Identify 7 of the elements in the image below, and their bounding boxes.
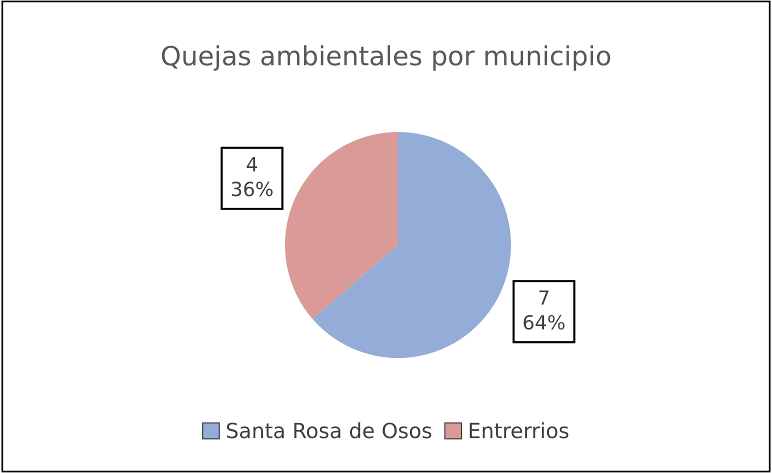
data-label: 7 64% (524, 290, 564, 330)
chart-title: Quejas ambientales por municipio (162, 45, 610, 71)
legend-label: Santa Rosa de Osos (226, 422, 432, 438)
legend-label: Entrerrios (470, 422, 568, 438)
data-label: 4 36% (232, 157, 273, 196)
pie-slice (285, 132, 398, 319)
pie-slice (312, 132, 511, 358)
